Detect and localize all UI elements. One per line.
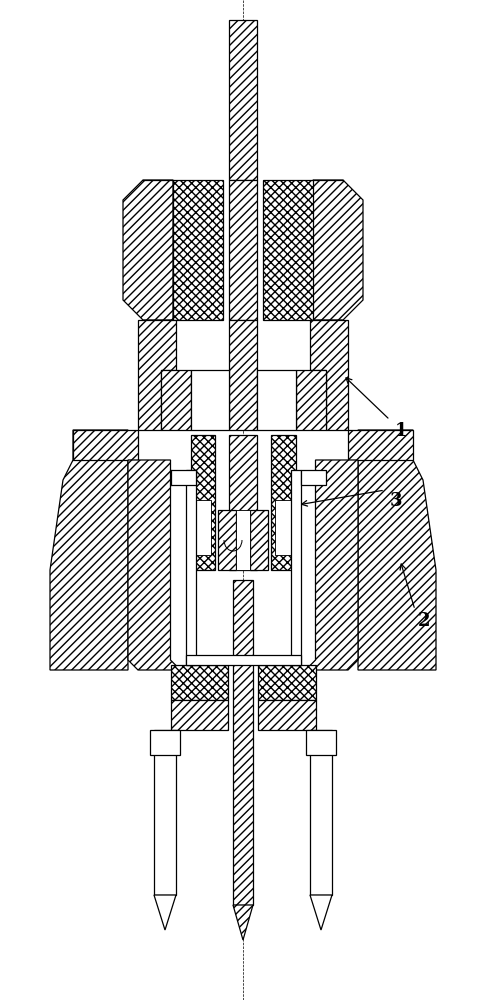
- Polygon shape: [191, 435, 215, 570]
- Polygon shape: [138, 320, 176, 430]
- Bar: [160, 370, 191, 430]
- Polygon shape: [313, 180, 363, 320]
- Bar: [257, 370, 295, 430]
- Polygon shape: [358, 430, 436, 670]
- Bar: [229, 435, 257, 570]
- Bar: [218, 510, 236, 570]
- Bar: [186, 470, 195, 665]
- Bar: [310, 730, 332, 895]
- Bar: [171, 700, 228, 730]
- Polygon shape: [306, 460, 358, 670]
- Polygon shape: [233, 905, 253, 940]
- Bar: [258, 700, 315, 730]
- Bar: [275, 500, 292, 555]
- Bar: [306, 730, 336, 755]
- Bar: [229, 320, 257, 430]
- Polygon shape: [310, 895, 332, 930]
- Text: 2: 2: [418, 612, 431, 630]
- Polygon shape: [310, 320, 348, 430]
- Bar: [186, 655, 300, 665]
- Bar: [233, 580, 253, 905]
- Bar: [295, 370, 326, 430]
- Polygon shape: [73, 430, 138, 460]
- Bar: [171, 665, 228, 700]
- Bar: [291, 470, 300, 665]
- Bar: [250, 510, 268, 570]
- Polygon shape: [128, 460, 180, 670]
- Bar: [229, 180, 257, 320]
- Bar: [150, 730, 180, 755]
- Bar: [154, 730, 176, 895]
- Bar: [258, 665, 315, 700]
- Bar: [236, 510, 250, 570]
- Bar: [194, 500, 211, 555]
- Bar: [173, 180, 223, 320]
- Bar: [191, 370, 229, 430]
- Text: 1: 1: [395, 422, 407, 440]
- Polygon shape: [50, 430, 128, 670]
- Bar: [263, 180, 313, 320]
- Bar: [300, 470, 326, 485]
- Bar: [229, 20, 257, 180]
- Polygon shape: [348, 430, 413, 460]
- Polygon shape: [123, 180, 173, 320]
- Polygon shape: [154, 895, 176, 930]
- Polygon shape: [271, 435, 295, 570]
- Bar: [171, 470, 195, 485]
- Text: 3: 3: [390, 492, 402, 510]
